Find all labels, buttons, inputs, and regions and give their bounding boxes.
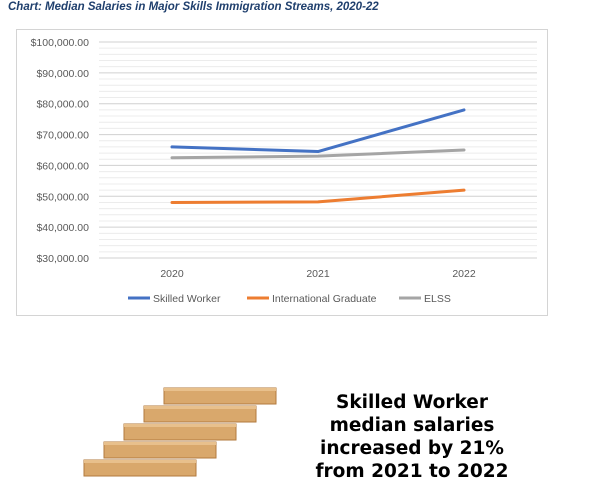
wood-block [143,405,257,423]
y-tick-label: $60,000.00 [36,160,89,172]
x-tick-label: 2020 [160,268,184,280]
takeaway-line-2: median salaries [329,415,495,436]
y-tick-label: $90,000.00 [36,68,89,80]
x-tick-label: 2021 [306,268,330,280]
line-chart: $100,000.00 $90,000.00 $80,000.00 $70,000.0… [31,37,537,305]
y-tick-label: $30,000.00 [36,253,89,265]
x-tick-label: 2022 [452,268,476,280]
series-line-elss [170,148,466,160]
wooden-block-stairs-icon [83,387,277,477]
chart-panel: $100,000.00 $90,000.00 $80,000.00 $70,000.0… [16,29,548,316]
wood-block-top [164,388,276,391]
series-line-skilled-worker [170,108,466,154]
wood-block [163,387,277,405]
y-tick-label: $80,000.00 [36,99,89,111]
wood-block [103,441,217,459]
wood-block-top [104,442,216,445]
chart-caption: Chart: Median Salaries in Major Skills I… [8,1,379,13]
wood-block [123,423,237,441]
wood-block-top [84,460,196,463]
takeaway-callout: Skilled Worker median salaries increased… [312,391,512,483]
y-tick-label: $40,000.00 [36,222,89,234]
takeaway-line-3: increased by 21% [320,438,504,459]
y-tick-label: $70,000.00 [36,130,89,142]
y-tick-label: $100,000.00 [31,37,90,49]
legend-label: International Graduate [272,293,377,305]
series-line-international-graduate [170,188,466,204]
takeaway-line-1: Skilled Worker [336,392,488,413]
wood-block-top [124,424,236,427]
legend-label: ELSS [424,293,451,305]
wood-block [83,459,197,477]
takeaway-line-4: from 2021 to 2022 [315,461,509,482]
legend-label: Skilled Worker [153,293,221,305]
y-tick-label: $50,000.00 [36,191,89,203]
wood-block-top [144,406,256,409]
